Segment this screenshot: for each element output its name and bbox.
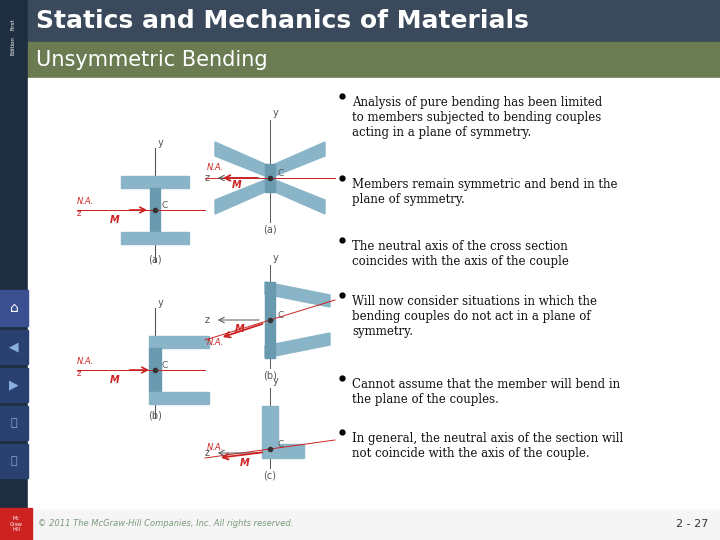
Text: Mc
Graw
Hill: Mc Graw Hill (9, 516, 22, 532)
Text: M: M (232, 180, 242, 190)
Text: N.A.: N.A. (77, 197, 94, 206)
Bar (0, 508, 32, 540)
Polygon shape (275, 142, 325, 176)
Bar (0, 510, 720, 540)
Text: Unsymmetric Bending: Unsymmetric Bending (36, 50, 268, 70)
Text: C: C (277, 169, 283, 178)
Bar (28, 42, 720, 78)
Text: N.A.: N.A. (207, 338, 225, 347)
Text: y: y (273, 376, 279, 386)
Text: The neutral axis of the cross section
coincides with the axis of the couple: The neutral axis of the cross section co… (352, 240, 569, 268)
Bar (121, 176, 189, 188)
Bar (150, 188, 160, 232)
Text: (a): (a) (264, 224, 276, 234)
Text: z: z (77, 369, 81, 378)
Text: (b): (b) (148, 410, 162, 420)
Text: ⏭: ⏭ (11, 456, 17, 466)
Text: Will now consider situations in which the
bending couples do not act in a plane : Will now consider situations in which th… (352, 295, 597, 338)
Text: z: z (205, 315, 210, 325)
Text: First: First (11, 18, 16, 30)
Text: © 2011 The McGraw-Hill Companies, Inc. All rights reserved.: © 2011 The McGraw-Hill Companies, Inc. A… (38, 519, 293, 529)
Bar (0, 0, 28, 540)
Text: In general, the neutral axis of the section will
not coincide with the axis of t: In general, the neutral axis of the sect… (352, 432, 624, 460)
Text: M: M (110, 375, 120, 385)
Text: (a): (a) (148, 254, 162, 264)
Text: N.A.: N.A. (207, 443, 225, 452)
Text: C: C (277, 440, 283, 449)
Polygon shape (215, 142, 265, 176)
Text: Edition: Edition (11, 36, 16, 55)
Bar (149, 336, 209, 348)
Text: ▶: ▶ (9, 379, 19, 392)
Text: C: C (161, 201, 167, 210)
Text: z: z (205, 448, 210, 458)
Text: M: M (110, 215, 120, 225)
Text: Members remain symmetric and bend in the
plane of symmetry.: Members remain symmetric and bend in the… (352, 178, 618, 206)
Bar (0, 330, 28, 364)
Bar (149, 392, 209, 404)
Text: (b): (b) (263, 370, 277, 380)
Polygon shape (275, 180, 325, 214)
Text: y: y (273, 108, 279, 118)
Polygon shape (265, 333, 330, 358)
Text: ◀: ◀ (9, 341, 19, 354)
Text: y: y (273, 253, 279, 263)
Bar (0, 406, 28, 440)
Text: ⏮: ⏮ (11, 418, 17, 428)
Text: M: M (235, 324, 245, 334)
Text: ⌂: ⌂ (9, 301, 19, 315)
Bar (28, 0, 720, 42)
Text: z: z (77, 209, 81, 218)
Text: N.A.: N.A. (77, 357, 94, 366)
Bar (28, 78, 720, 510)
Text: z: z (205, 173, 210, 183)
Text: C: C (161, 361, 167, 370)
Text: Statics and Mechanics of Materials: Statics and Mechanics of Materials (36, 9, 529, 33)
Polygon shape (265, 282, 275, 358)
Text: y: y (158, 298, 163, 308)
Text: y: y (158, 138, 163, 148)
Bar (262, 444, 304, 458)
Polygon shape (265, 282, 330, 307)
Text: (c): (c) (264, 470, 276, 480)
Text: N.A.: N.A. (207, 163, 225, 172)
Bar (0, 290, 28, 326)
Bar (0, 444, 28, 478)
Bar (0, 368, 28, 402)
Bar (262, 406, 278, 444)
Text: Cannot assume that the member will bend in
the plane of the couples.: Cannot assume that the member will bend … (352, 378, 620, 406)
Text: Analysis of pure bending has been limited
to members subjected to bending couple: Analysis of pure bending has been limite… (352, 96, 602, 139)
Text: M: M (240, 458, 250, 468)
Text: C: C (277, 311, 283, 320)
Bar (149, 348, 161, 392)
Text: 2 - 27: 2 - 27 (675, 519, 708, 529)
Polygon shape (265, 164, 275, 192)
Bar (121, 232, 189, 244)
Polygon shape (215, 180, 265, 214)
